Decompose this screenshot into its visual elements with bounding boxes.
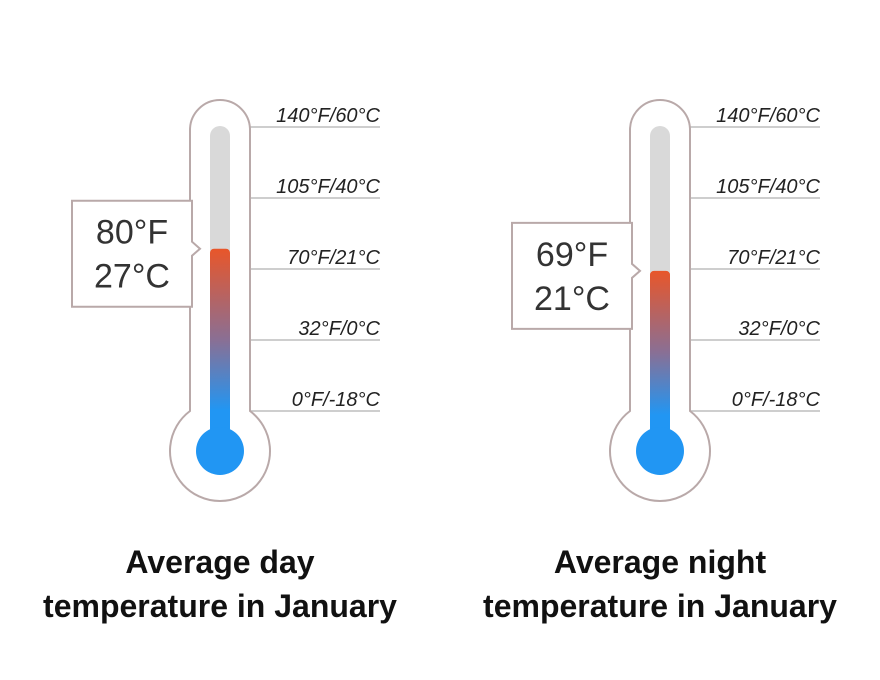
night-thermometer: 140°F/60°C 105°F/40°C 70°F/21°C 32°F/0°C 0°F… bbox=[511, 99, 821, 502]
value-fahrenheit: 69°F bbox=[536, 236, 608, 274]
value-celsius: 21°C bbox=[534, 280, 610, 318]
day-title-line-2: temperature in January bbox=[43, 588, 397, 624]
scale-label: 140°F/60°C bbox=[276, 105, 380, 127]
night-title-line-1: Average night bbox=[553, 544, 767, 580]
mercury-column bbox=[210, 248, 230, 451]
scale-label: 32°F/0°C bbox=[738, 318, 820, 340]
mercury-column bbox=[650, 270, 670, 451]
value-celsius: 27°C bbox=[94, 258, 170, 296]
day-chart-title: Average day temperature in January bbox=[0, 540, 440, 628]
night-chart-title: Average night temperature in January bbox=[440, 540, 880, 628]
scale-label: 0°F/-18°C bbox=[292, 389, 381, 411]
mercury-bulb bbox=[636, 427, 684, 475]
day-title-line-1: Average day bbox=[125, 544, 315, 580]
scale-label: 32°F/0°C bbox=[298, 318, 380, 340]
mercury-bulb bbox=[196, 427, 244, 475]
scale-label: 105°F/40°C bbox=[716, 176, 820, 198]
scale-label: 70°F/21°C bbox=[287, 247, 380, 269]
value-callout bbox=[511, 221, 642, 330]
scale-label: 105°F/40°C bbox=[276, 176, 380, 198]
day-thermometer: 140°F/60°C 105°F/40°C 70°F/21°C 32°F/0°C 0°F… bbox=[71, 99, 381, 502]
scale-label: 140°F/60°C bbox=[716, 105, 820, 127]
scale-label: 70°F/21°C bbox=[727, 247, 820, 269]
night-title-line-2: temperature in January bbox=[483, 588, 837, 624]
value-callout bbox=[71, 199, 202, 308]
value-fahrenheit: 80°F bbox=[96, 214, 168, 252]
scale-label: 0°F/-18°C bbox=[732, 389, 821, 411]
